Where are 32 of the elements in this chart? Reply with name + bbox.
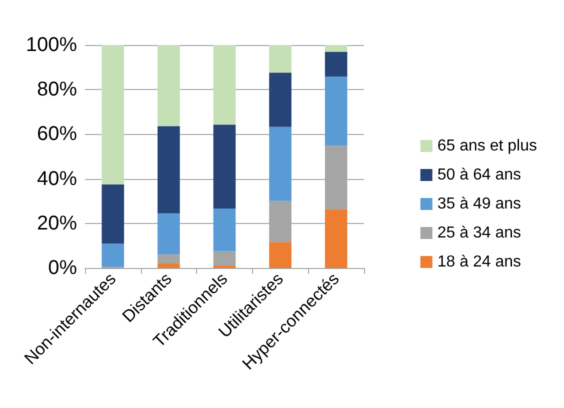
y-tick-label: 60%	[36, 123, 78, 146]
bar	[324, 45, 348, 52]
legend-label: 65 ans et plus	[437, 138, 537, 154]
bar	[324, 76, 348, 146]
bar	[324, 52, 348, 77]
bar	[158, 263, 180, 268]
y-tick-label: 100%	[26, 34, 78, 56]
legend-label: 35 à 49 ans	[437, 196, 521, 212]
bar	[213, 124, 236, 208]
bar	[158, 213, 180, 254]
bar	[213, 45, 236, 125]
y-tick-label: 20%	[36, 212, 78, 234]
bar	[158, 45, 180, 126]
bar	[213, 251, 236, 266]
bar	[213, 265, 236, 268]
y-tick-label: 0%	[48, 257, 78, 279]
bar	[213, 208, 236, 252]
legend-label: 50 à 64 ans	[437, 166, 521, 184]
bar	[269, 242, 292, 268]
bar	[158, 254, 180, 264]
bar	[324, 209, 348, 268]
bar	[158, 126, 180, 214]
y-tick-label: 80%	[36, 78, 78, 101]
y-tick-label: 40%	[36, 168, 78, 190]
bar	[102, 243, 124, 267]
bar	[269, 126, 292, 201]
bar	[102, 184, 124, 244]
legend-label: 18 à 24 ans	[437, 254, 521, 270]
legend-label: 25 à 34 ans	[437, 224, 521, 242]
bar	[102, 45, 124, 184]
bar	[269, 45, 292, 73]
bar	[269, 72, 292, 127]
